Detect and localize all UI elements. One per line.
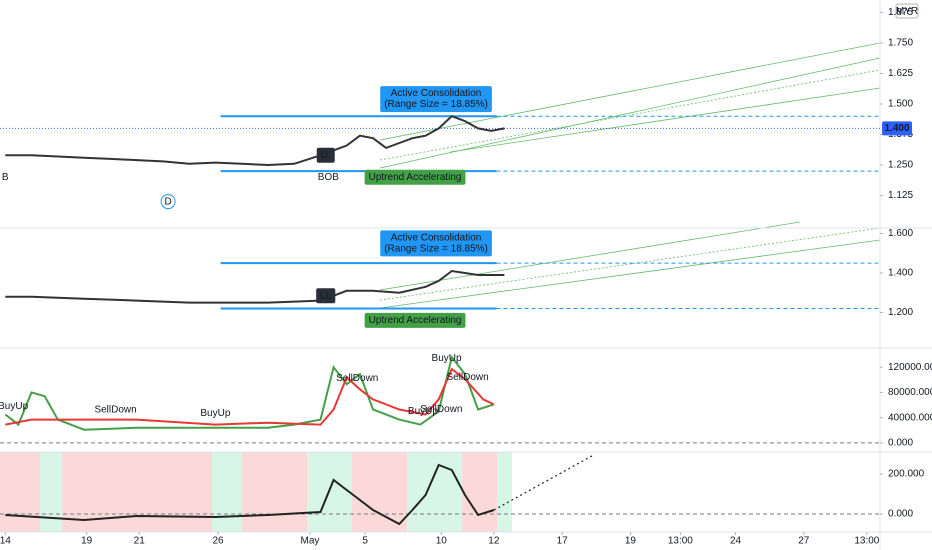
annotation-text: BuyUp [200, 408, 230, 419]
y-tick-label: 80000.000 [888, 387, 932, 398]
channel-line [379, 42, 881, 141]
x-tick-label: 13:00 [854, 536, 879, 547]
channel-line [379, 239, 881, 309]
x-tick-label: 17 [557, 536, 569, 547]
annotation: Active Consolidation(Range Size = 18.85%… [380, 230, 492, 257]
x-tick-label: 13:00 [668, 536, 693, 547]
y-tick-label: 0.000 [888, 438, 913, 449]
annotation: Uptrend Accelerating [364, 169, 466, 185]
annotation-box [380, 86, 492, 113]
annotation-text: LL [320, 290, 332, 301]
annotation-text: (Range Size = 18.85%) [384, 99, 488, 110]
y-tick-label: 40000.000 [888, 412, 932, 423]
series-line [5, 269, 505, 304]
annotation: LL [316, 288, 336, 304]
annotation: SellDown [446, 372, 488, 383]
annotation: Active Consolidation(Range Size = 18.85%… [380, 86, 492, 113]
x-tick-label: 14 [0, 536, 11, 547]
annotation-text: SellDown [94, 405, 136, 416]
channel-line [449, 87, 881, 153]
series-line [493, 454, 594, 511]
annotation-box [316, 288, 336, 304]
y-tick-label: 1.625 [888, 68, 913, 79]
x-tick-label: 5 [362, 536, 368, 547]
x-tick-label: 27 [798, 536, 810, 547]
x-tick-label: 10 [436, 536, 448, 547]
annotation-text: Active Consolidation [391, 88, 482, 99]
channel-line [379, 69, 881, 161]
y-tick-label: 1.400 [888, 268, 913, 279]
band [0, 452, 40, 532]
histogram-bands [0, 452, 512, 532]
channel-lines [379, 42, 881, 309]
y-tick-label: 1.200 [888, 307, 913, 318]
annotation-text: BuyUp [432, 353, 462, 364]
annotation-ring [160, 194, 176, 210]
annotation-text: Uptrend Accelerating [369, 315, 462, 326]
y-tick-label: 1.125 [888, 190, 913, 201]
price-tag [882, 121, 912, 136]
annotation-text: SellDown [420, 404, 462, 415]
y-tick-label: 200.000 [888, 469, 925, 480]
x-tick-label: 24 [730, 536, 742, 547]
price-tag-label: 1.400 [884, 123, 909, 134]
channel-line [379, 227, 881, 301]
annotation: SellDown [94, 405, 136, 416]
annotation-text: D [165, 196, 172, 207]
band [40, 452, 62, 532]
annotation: Uptrend Accelerating [364, 312, 466, 328]
annotation: BOB [318, 172, 339, 183]
x-tick-label: 12 [488, 536, 500, 547]
currency-badge[interactable] [895, 3, 919, 19]
x-tick-label: 19 [625, 536, 637, 547]
band [462, 452, 497, 532]
channel-line [379, 221, 801, 291]
annotation-text: Uptrend Accelerating [369, 172, 462, 183]
annotation: B [2, 172, 9, 183]
annotation-text: Active Consolidation [391, 233, 482, 244]
annotation-text: BOB [318, 172, 339, 183]
annotation: BuyUp [432, 353, 462, 364]
x-tick-label: May [301, 536, 320, 547]
annotation-text: BuyUp [0, 401, 29, 412]
annotation: BuyUp [408, 406, 438, 417]
band [212, 452, 242, 532]
y-tick-label: 1.500 [888, 99, 913, 110]
annotation: U. [316, 147, 335, 163]
band [407, 452, 462, 532]
annotation-box [364, 169, 466, 185]
band [62, 452, 212, 532]
x-tick-label: 26 [212, 536, 224, 547]
annotation-text: SellDown [336, 373, 378, 384]
y-tick-label: 0.000 [888, 509, 913, 520]
annotation-box [364, 312, 466, 328]
annotation: SellDown [420, 404, 462, 415]
currency: MYR [896, 6, 918, 17]
y-tick-label: 120000.000 [888, 362, 932, 373]
y-tick-label: 1.250 [888, 160, 913, 171]
series-line [5, 367, 495, 426]
series-line [5, 463, 495, 526]
annotation-text: SellDown [446, 372, 488, 383]
y-tick-label: 1.750 [888, 38, 913, 49]
annotation-text: BuyUp [408, 406, 438, 417]
band [497, 452, 512, 532]
band [242, 452, 307, 532]
annotation: BuyUp [0, 401, 29, 412]
annotation-box [380, 230, 492, 257]
y-tick-label: 1.875 [888, 7, 913, 18]
x-tick-label: 21 [134, 536, 146, 547]
annotation-text: B [2, 172, 9, 183]
annotation: D [160, 194, 176, 210]
x-tick-label: 19 [81, 536, 93, 547]
band [352, 452, 407, 532]
annotation-text: U. [321, 150, 331, 161]
annotation-text: (Range Size = 18.85%) [384, 244, 488, 255]
annotation-box [316, 147, 335, 163]
y-tick-label: 1.600 [888, 228, 913, 239]
annotation: BuyUp [200, 408, 230, 419]
annotation: SellDown [336, 373, 378, 384]
